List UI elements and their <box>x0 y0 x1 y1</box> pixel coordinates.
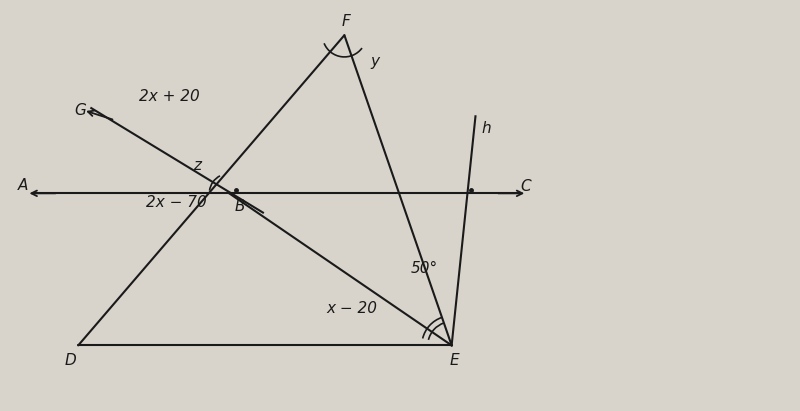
Text: A: A <box>18 178 28 193</box>
Text: x − 20: x − 20 <box>327 301 378 316</box>
Text: 50°: 50° <box>410 261 438 276</box>
Text: C: C <box>520 178 531 194</box>
Text: E: E <box>450 353 459 368</box>
Text: 2x + 20: 2x + 20 <box>139 88 200 104</box>
Text: B: B <box>234 199 245 214</box>
Text: F: F <box>342 14 350 28</box>
Text: y: y <box>370 54 379 69</box>
Text: 2x − 70: 2x − 70 <box>146 195 206 210</box>
Text: D: D <box>65 353 76 368</box>
Text: h: h <box>481 121 490 136</box>
Text: G: G <box>74 103 86 118</box>
Text: z: z <box>194 158 202 173</box>
